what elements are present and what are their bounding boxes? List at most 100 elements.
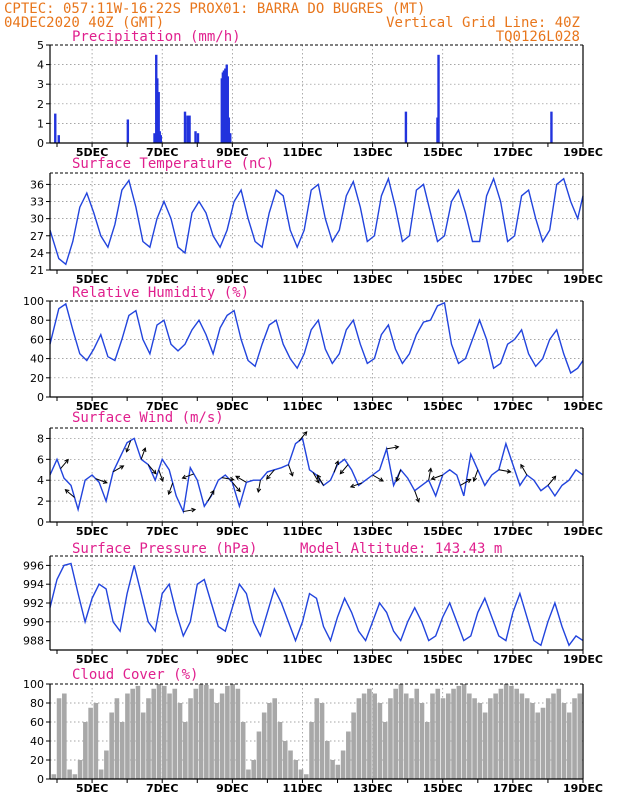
cloud-bar	[398, 684, 404, 779]
panel-1: 21 24 27 30 33 36 5DEC 7DEC 9DEC 11DEC 13DEC 15DEC 1…	[30, 172, 603, 286]
panel-3: 0 2 4 6 8 5DEC 7DEC 9DEC 11DEC 13DEC 15DEC 17DEC 19D…	[37, 427, 603, 538]
wind-arrow-head	[119, 465, 125, 470]
cloud-bar	[172, 688, 178, 779]
wind-arrow-head	[64, 458, 69, 464]
cloud-bar	[325, 741, 330, 779]
cloud-bar	[188, 698, 193, 779]
y-tick-label: 100	[23, 678, 44, 691]
x-tick-label: 19DEC	[563, 525, 603, 538]
x-tick-label: 17DEC	[493, 146, 533, 159]
cloud-bar	[361, 693, 367, 779]
cloud-bar	[125, 693, 130, 779]
cloud-bar	[535, 712, 541, 779]
x-tick-label: 19DEC	[563, 273, 603, 286]
cloud-bar	[119, 722, 125, 779]
cloud-bar	[572, 698, 577, 779]
wind-arrow	[428, 468, 432, 481]
wind-arrow-head	[125, 447, 130, 453]
y-tick-label: 0	[37, 391, 44, 404]
series-line	[49, 437, 584, 515]
precip-bar	[196, 133, 200, 143]
wind-arrow	[386, 446, 399, 450]
y-tick-label: 2	[37, 495, 44, 508]
cloud-bar	[456, 685, 462, 779]
y-tick-label: 992	[23, 597, 44, 610]
x-tick-label: 5DEC	[76, 653, 108, 666]
y-tick-label: 30	[30, 213, 44, 226]
x-tick-label: 11DEC	[282, 146, 322, 159]
precip-bar	[186, 115, 189, 143]
precip-bar	[156, 78, 159, 143]
wind-arrow-head	[378, 477, 384, 482]
cloud-bar	[445, 693, 451, 779]
cloud-bar	[524, 698, 530, 779]
cloud-bar	[83, 722, 88, 779]
x-tick-label: 7DEC	[146, 653, 178, 666]
precip-bar	[183, 111, 187, 143]
x-tick-label: 15DEC	[423, 400, 463, 413]
wind-arrow-head	[64, 489, 70, 494]
cloud-bar	[151, 688, 157, 779]
cloud-bar	[156, 684, 162, 779]
y-tick-label: 1	[37, 117, 44, 130]
cloud-bar	[467, 693, 472, 779]
x-tick-label: 11DEC	[282, 400, 322, 413]
cloud-bar	[356, 698, 362, 779]
cloud-bar	[577, 693, 583, 779]
cloud-bar	[430, 693, 435, 779]
cloud-bar	[62, 693, 67, 779]
wind-arrow-head	[349, 483, 355, 488]
cloud-bar	[519, 693, 525, 779]
cloud-bar	[56, 698, 62, 779]
wind-arrow-head	[141, 447, 147, 453]
wind-arrow-head	[334, 460, 340, 466]
wind-arrow	[372, 474, 384, 482]
cloud-bar	[272, 698, 278, 779]
wind-arrow	[547, 475, 557, 486]
cloud-bar	[493, 693, 498, 779]
y-tick-label: 80	[30, 697, 44, 710]
series-line	[49, 301, 584, 375]
wind-arrow-head	[152, 469, 157, 475]
wind-arrow-head	[415, 497, 420, 503]
wind-arrow	[235, 475, 247, 483]
x-tick-label: 15DEC	[423, 525, 463, 538]
wind-arrow-head	[229, 476, 235, 482]
wind-arrow	[183, 508, 196, 513]
wind-arrow-head	[256, 488, 262, 494]
x-tick-label: 13DEC	[353, 782, 393, 795]
x-tick-label: 17DEC	[493, 525, 533, 538]
wind-arrow	[266, 469, 275, 480]
wind-arrow	[350, 482, 363, 488]
wind-arrow	[396, 469, 402, 482]
y-tick-label: 60	[30, 333, 44, 346]
cloud-bar	[545, 698, 551, 779]
wind-arrow	[287, 464, 294, 477]
x-tick-label: 17DEC	[493, 273, 533, 286]
x-tick-label: 13DEC	[353, 653, 393, 666]
wind-arrow-head	[339, 469, 345, 475]
wind-arrow-head	[167, 490, 172, 496]
panel-title-cloud: Cloud Cover (%)	[72, 667, 198, 683]
cloud-bar	[109, 712, 114, 779]
x-tick-label: 9DEC	[216, 653, 248, 666]
y-tick-label: 6	[37, 453, 44, 466]
cloud-bar	[219, 693, 225, 779]
x-tick-label: 15DEC	[423, 146, 463, 159]
cloud-bar	[367, 688, 372, 779]
cloud-bar	[204, 684, 209, 779]
x-tick-label: 19DEC	[563, 782, 603, 795]
cloud-bar	[424, 722, 430, 779]
cloud-bar	[261, 712, 267, 779]
x-tick-label: 13DEC	[353, 525, 393, 538]
cloud-bar	[193, 688, 199, 779]
panel-0: 0 1 2 3 4 5 5DEC 7DEC 9DEC 11DEC 13DEC 15DEC 17DEC 19…	[37, 39, 603, 159]
x-tick-label: 11DEC	[282, 653, 322, 666]
wind-arrow	[221, 477, 234, 481]
cloud-bar	[256, 731, 262, 779]
precip-bar	[188, 115, 191, 143]
header-line1: CPTEC: 057:11W-16:22S PROX01: BARRA DO B…	[4, 1, 425, 17]
y-tick-label: 20	[30, 372, 44, 385]
cloud-bar	[51, 774, 57, 779]
